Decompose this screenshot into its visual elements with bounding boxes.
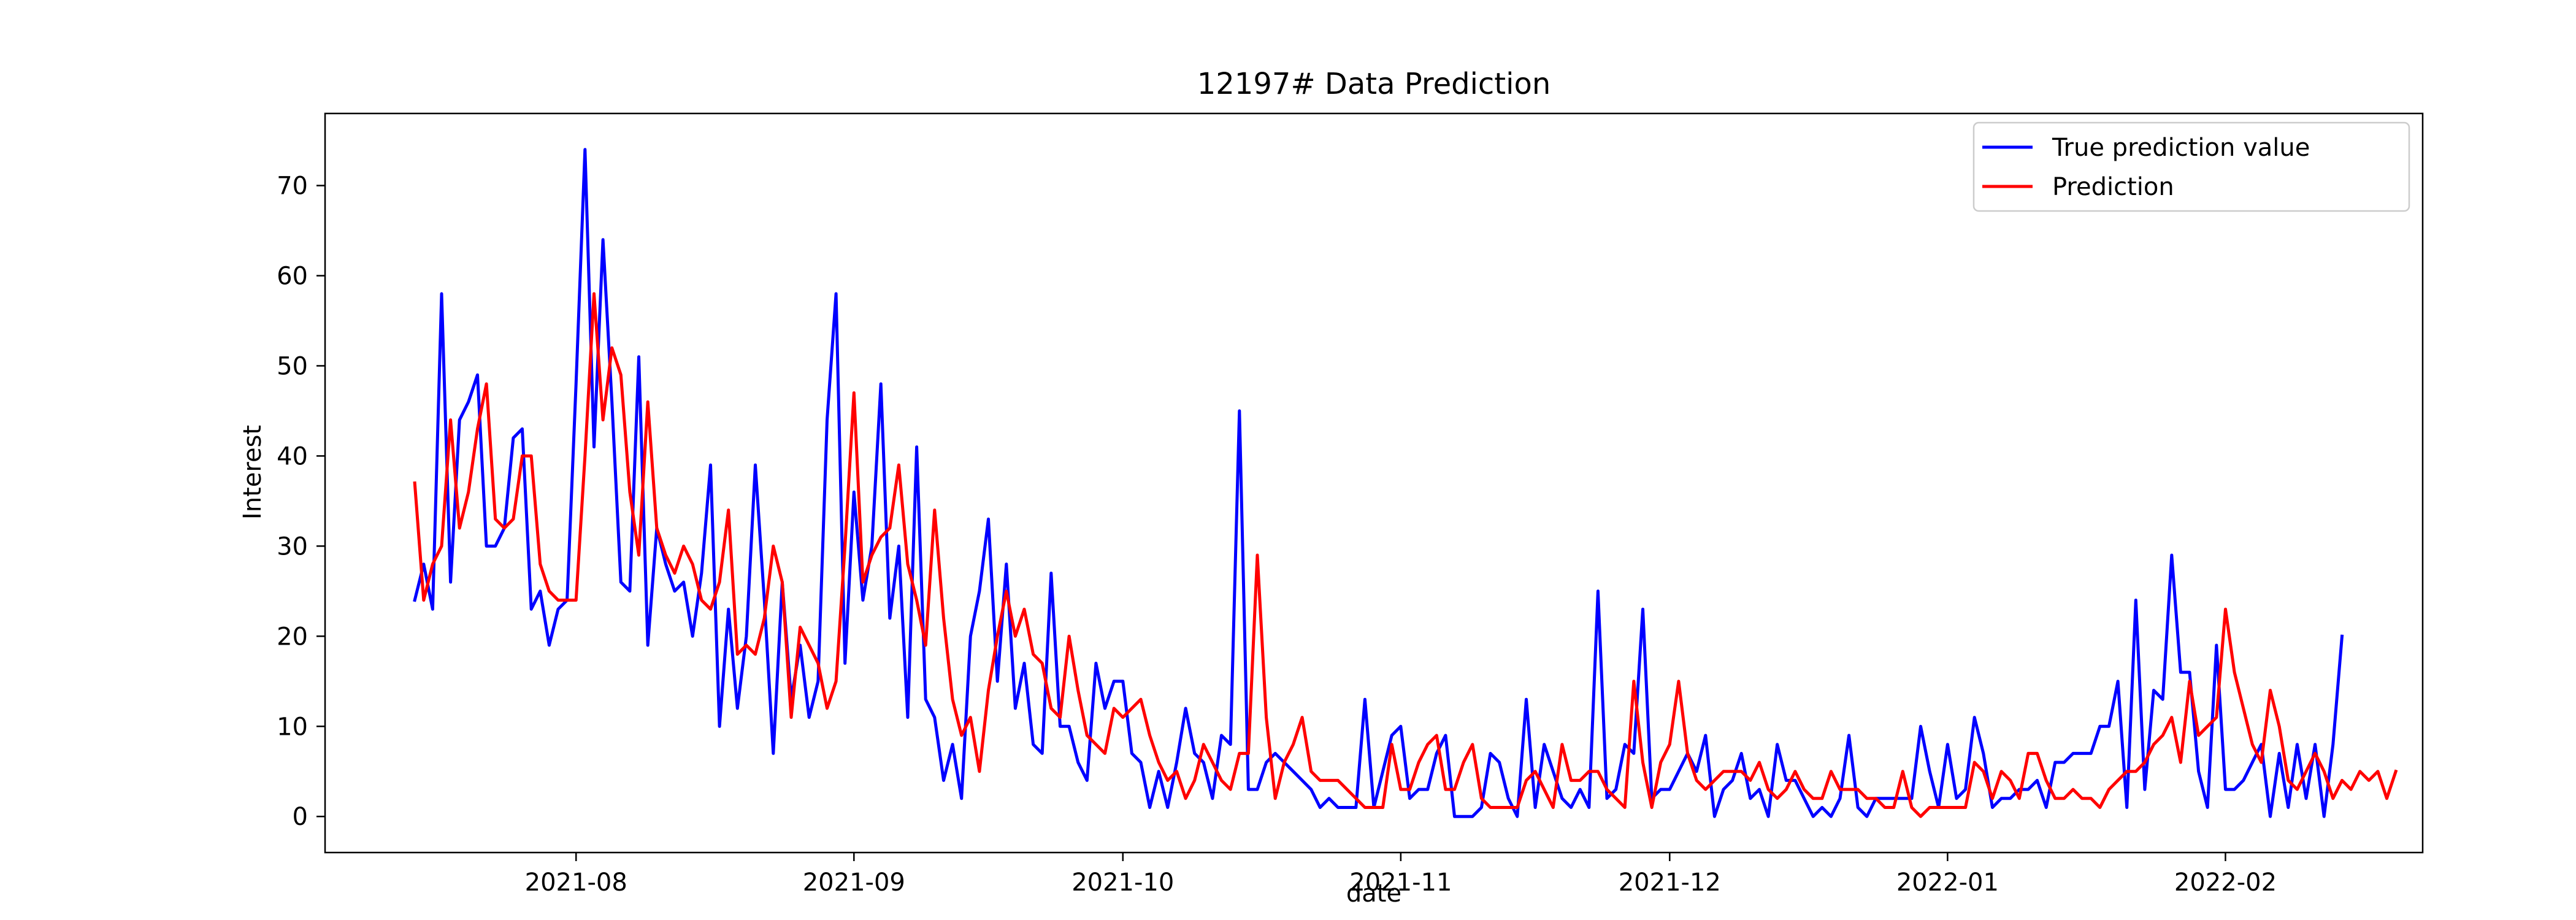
y-tick-label: 10	[277, 713, 308, 741]
x-tick-label: 2021-12	[1619, 868, 1721, 897]
y-tick-label: 40	[277, 442, 308, 470]
y-tick-label: 60	[277, 263, 308, 291]
x-tick-label: 2022-01	[1896, 868, 1999, 897]
plot-frame	[324, 112, 2424, 854]
legend: True prediction value Prediction	[1972, 121, 2410, 212]
y-tick-label: 50	[277, 352, 308, 380]
y-tick-label: 30	[277, 532, 308, 561]
x-tick-label: 2021-11	[1349, 868, 1452, 897]
y-tick-label: 20	[277, 623, 308, 651]
chart-title: 12197# Data Prediction	[1197, 67, 1551, 101]
legend-label: True prediction value	[2052, 134, 2310, 162]
legend-label: Prediction	[2052, 173, 2174, 201]
x-tick-label: 2021-10	[1071, 868, 1174, 897]
series-line-prediction	[413, 292, 2398, 818]
x-axis-title: date	[1346, 880, 1401, 908]
x-tick-label: 2021-09	[803, 868, 905, 897]
y-axis-title: Interest	[239, 425, 267, 519]
x-tick-label: 2021-08	[525, 868, 627, 897]
y-tick-label: 70	[277, 172, 308, 201]
legend-box	[1972, 121, 2410, 212]
y-tick-label: 0	[293, 803, 308, 831]
plot-area: 2021-08 2021-09 2021-10 2021-11 2021-12 2022-…	[277, 112, 2424, 897]
x-tick-label: 2022-02	[2174, 868, 2277, 897]
series-line-true-value	[413, 148, 2344, 818]
